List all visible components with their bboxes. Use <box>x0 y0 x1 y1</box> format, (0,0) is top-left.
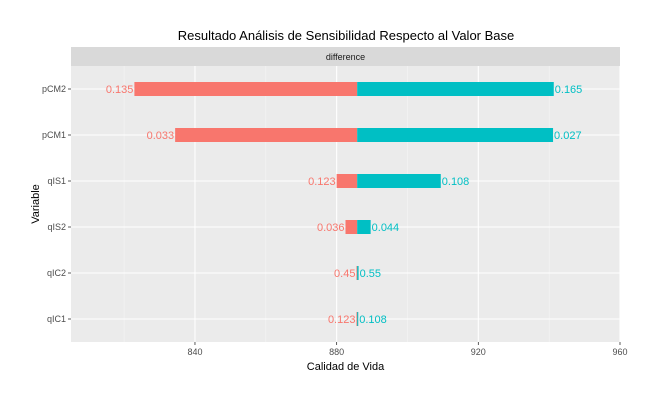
data-label-qIS1-low: 0.123 <box>308 176 336 188</box>
data-label-qIC2-low: 0.45 <box>334 268 355 280</box>
data-label-pCM1-high: 0.027 <box>554 130 582 142</box>
data-label-qIS2-high: 0.044 <box>372 222 400 234</box>
y-axis-title: Variable <box>30 184 42 224</box>
y-tick-label-pCM1: pCM1 <box>42 130 66 140</box>
bars <box>134 82 554 326</box>
x-tick-label: 960 <box>612 347 627 357</box>
data-label-pCM2-low: 0.135 <box>106 84 134 96</box>
bar-qIC2-low <box>356 266 358 280</box>
y-tick-label-pCM2: pCM2 <box>42 84 66 94</box>
y-tick-label-qIC1: qIC1 <box>47 314 66 324</box>
x-tick-label: 920 <box>471 347 486 357</box>
x-tick-label: 880 <box>329 347 344 357</box>
data-label-qIC1-high: 0.108 <box>359 314 387 326</box>
y-axis: pCM2 pCM1 qIS1 qIS2 qIC2 qIC1 <box>42 84 71 324</box>
bar-pCM2-low <box>134 82 358 96</box>
bar-qIC1-low <box>356 312 358 326</box>
bar-qIC1-high <box>357 312 359 326</box>
bar-qIC2-high <box>357 266 359 280</box>
x-axis-title: Calidad de Vida <box>307 361 385 373</box>
bar-qIS2-high <box>357 220 371 234</box>
chart-title: Resultado Análisis de Sensibilidad Respe… <box>178 28 515 43</box>
data-label-qIC1-low: 0.123 <box>328 314 356 326</box>
data-label-qIS2-low: 0.036 <box>317 222 345 234</box>
bar-qIS1-low <box>336 174 358 188</box>
y-tick-label-qIS2: qIS2 <box>47 222 66 232</box>
data-label-pCM1-low: 0.033 <box>147 130 175 142</box>
facet-strip <box>71 47 620 66</box>
x-axis: 840 880 920 960 <box>187 342 628 357</box>
facet-strip-label: difference <box>326 52 365 62</box>
data-label-pCM2-high: 0.165 <box>555 84 583 96</box>
y-tick-label-qIS1: qIS1 <box>47 176 66 186</box>
plot-panel <box>71 66 620 342</box>
bar-qIS1-high <box>357 174 441 188</box>
bar-pCM1-low <box>175 128 358 142</box>
data-label-qIS1-high: 0.108 <box>442 176 470 188</box>
data-label-qIC2-high: 0.55 <box>360 268 381 280</box>
bar-pCM2-high <box>357 82 554 96</box>
bar-pCM1-high <box>357 128 554 142</box>
y-tick-label-qIC2: qIC2 <box>47 268 66 278</box>
bar-qIS2-low <box>345 220 358 234</box>
data-labels: 0.135 0.033 0.123 0.036 0.45 0.123 0.165 0.027 0… <box>106 84 582 326</box>
x-tick-label: 840 <box>187 347 202 357</box>
